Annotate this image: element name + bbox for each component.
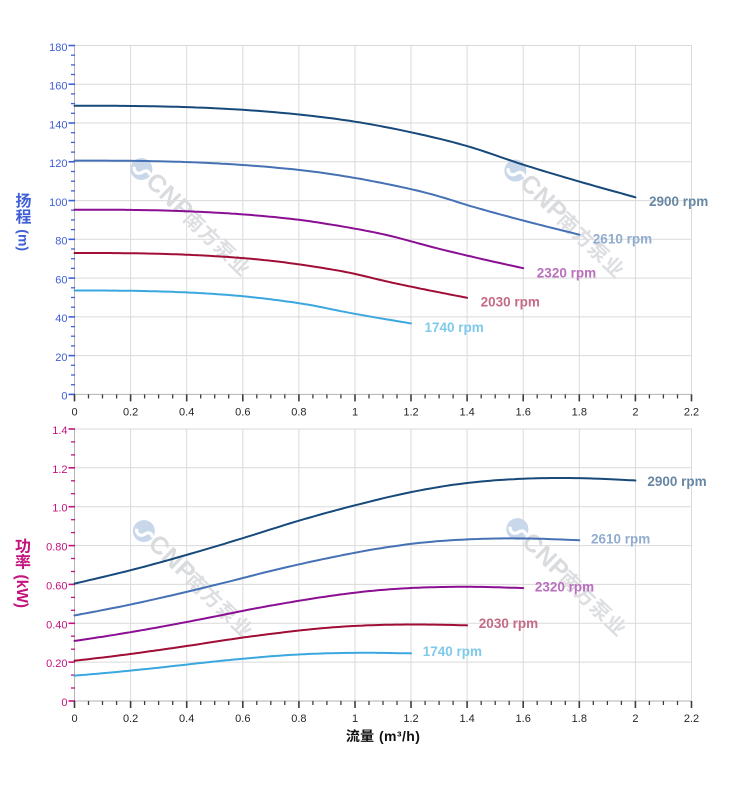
svg-text:2900 rpm: 2900 rpm [649,194,708,209]
svg-text:80: 80 [55,236,67,248]
svg-text:180: 180 [49,42,67,54]
svg-text:1.8: 1.8 [572,713,587,725]
svg-text:1.2: 1.2 [403,713,418,725]
svg-text:2.2: 2.2 [684,406,699,418]
svg-text:1: 1 [352,406,358,418]
svg-text:0.20: 0.20 [46,658,67,670]
svg-text:0.8: 0.8 [291,713,306,725]
svg-text:2900 rpm: 2900 rpm [647,474,706,489]
svg-text:1.2: 1.2 [403,406,418,418]
svg-text:1: 1 [352,713,358,725]
svg-text:(m³/h): (m³/h) [379,728,420,744]
svg-text:60: 60 [55,274,67,286]
svg-text:0.40: 0.40 [46,619,67,631]
svg-text:(m): (m) [15,229,31,251]
svg-text:1.4: 1.4 [459,713,474,725]
svg-text:0.2: 0.2 [123,406,138,418]
svg-text:40: 40 [55,313,67,325]
svg-text:0: 0 [71,406,77,418]
svg-text:20: 20 [55,352,67,364]
svg-text:1.2: 1.2 [52,464,67,476]
svg-text:2610 rpm: 2610 rpm [593,231,652,246]
svg-text:0.4: 0.4 [179,713,194,725]
svg-text:1740 rpm: 1740 rpm [425,320,484,335]
svg-text:1.4: 1.4 [52,425,67,437]
svg-text:2030 rpm: 2030 rpm [479,616,538,631]
svg-text:0.4: 0.4 [179,406,194,418]
svg-text:0.6: 0.6 [235,406,250,418]
svg-text:160: 160 [49,81,67,93]
svg-text:1740 rpm: 1740 rpm [423,644,482,659]
svg-text:2: 2 [632,713,638,725]
svg-text:1.6: 1.6 [516,713,531,725]
svg-text:2.2: 2.2 [684,713,699,725]
svg-text:0.8: 0.8 [291,406,306,418]
svg-text:1.8: 1.8 [572,406,587,418]
svg-text:100: 100 [49,197,67,209]
svg-text:0.80: 0.80 [46,542,67,554]
svg-text:120: 120 [49,158,67,170]
svg-text:(kW): (kW) [13,575,30,609]
svg-text:1.0: 1.0 [52,503,67,515]
svg-text:140: 140 [49,119,67,131]
svg-text:1.4: 1.4 [459,406,474,418]
svg-text:2030 rpm: 2030 rpm [481,295,540,310]
svg-text:0: 0 [61,391,67,403]
svg-text:2610 rpm: 2610 rpm [591,532,650,547]
svg-text:0.6: 0.6 [235,713,250,725]
svg-text:2320 rpm: 2320 rpm [537,266,596,281]
svg-text:2320 rpm: 2320 rpm [535,580,594,595]
svg-text:0.60: 0.60 [46,580,67,592]
svg-text:0: 0 [71,713,77,725]
svg-text:0: 0 [61,697,67,709]
svg-text:2: 2 [632,406,638,418]
svg-text:1.6: 1.6 [516,406,531,418]
svg-text:0.2: 0.2 [123,713,138,725]
